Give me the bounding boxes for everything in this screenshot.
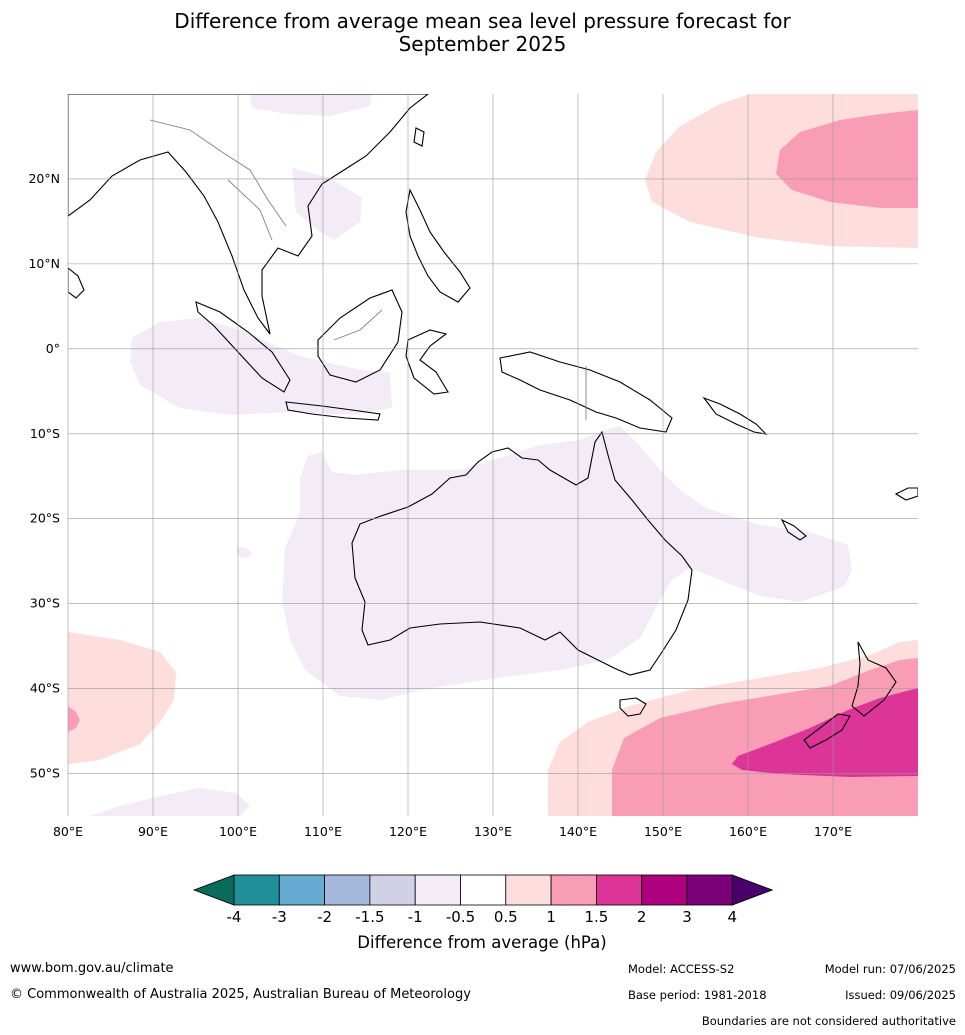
lon-tick-label: 100°E: [219, 824, 257, 839]
lat-tick-label: 50°S: [30, 766, 60, 781]
colorbar-tick-label: 2: [637, 908, 647, 926]
colorbar-tick-label: 4: [728, 908, 738, 926]
colorbar-tick-label: -4: [227, 908, 242, 926]
issued-date: Issued: 09/06/2025: [845, 988, 956, 1002]
colorbar-tick-label: 1.5: [584, 908, 608, 926]
lon-tick-label: 110°E: [304, 824, 342, 839]
lon-tick-label: 120°E: [389, 824, 427, 839]
colorbar-bin: [278, 874, 325, 906]
colorbar-bin: [324, 874, 371, 906]
boundary-borneo: [333, 309, 383, 341]
longitude-labels: 80°E 90°E 100°E 110°E 120°E 130°E 140°E 150°E 16…: [53, 824, 852, 839]
coastline-java: [285, 401, 381, 421]
lat-tick-label: 10°S: [30, 426, 60, 441]
coastline-borneo: [317, 289, 403, 383]
anomaly-region-sea-neg-small: [250, 94, 372, 116]
colorbar-bin: [369, 874, 416, 906]
colorbar-extend-low: [192, 874, 235, 906]
gridlines: [67, 94, 918, 816]
model-name: Model: ACCESS-S2: [628, 962, 735, 976]
anomaly-region-indian-ocean-east: [130, 318, 392, 415]
colorbar-tick-label: -3: [272, 908, 287, 926]
coastline-new-guinea: [499, 351, 673, 433]
colorbar-tick-label: -1: [408, 908, 423, 926]
colorbar-bin: [414, 874, 461, 906]
lat-tick-label: 10°N: [28, 256, 60, 271]
colorbar-bin: [233, 874, 280, 906]
anomaly-region-west-indian: [68, 632, 176, 764]
colorbar-bin: [550, 874, 597, 906]
copyright-text: © Commonwealth of Australia 2025, Austra…: [10, 987, 471, 1002]
coastline-australia: [351, 430, 693, 676]
colorbar-tick-label: -0.5: [446, 908, 475, 926]
coastline-new-zealand-north: [851, 641, 897, 717]
base-period: Base period: 1981-2018: [628, 988, 767, 1002]
coastline-tasmania: [619, 697, 647, 717]
colorbar-tick-label: 1: [546, 908, 556, 926]
website-link[interactable]: www.bom.gov.au/climate: [10, 961, 174, 976]
lon-tick-label: 150°E: [644, 824, 682, 839]
latitude-labels: 20°N 10°N 0° 10°S 20°S 30°S 40°S 50°S: [28, 171, 60, 781]
anomaly-region-north-pacific-core: [776, 110, 918, 208]
anomaly-region-australia: [282, 426, 852, 700]
colorbar-bin: [460, 874, 507, 906]
coastline-asia-mainland: [68, 94, 429, 335]
coastline-solomon-islands: [702, 396, 768, 435]
colorbar-bin: [505, 874, 552, 906]
coastline-sri-lanka: [68, 267, 85, 299]
coastline-sumatra: [195, 301, 291, 393]
title-line-1: Difference from average mean sea level p…: [174, 9, 791, 33]
lat-tick-label: 30°S: [30, 596, 60, 611]
coastline-philippines: [405, 188, 471, 303]
lon-tick-label: 80°E: [53, 824, 83, 839]
coastline-sulawesi: [405, 329, 449, 395]
boundaries-disclaimer: Boundaries are not considered authoritat…: [701, 1014, 956, 1028]
colorbar-extend-high: [731, 874, 774, 906]
colorbar: -4 -3 -2 -1.5 -1 -0.5 0.5 1 1.5 2 3 4: [192, 874, 774, 926]
model-run-date: Model run: 07/06/2025: [824, 962, 956, 976]
title-line-2: September 2025: [398, 32, 567, 56]
anomaly-region-speck: [236, 546, 252, 558]
lon-tick-label: 130°E: [474, 824, 512, 839]
anomaly-region-south-indian: [90, 788, 250, 816]
coastline-new-zealand-south: [803, 713, 851, 749]
boundary-indochina: [149, 119, 287, 241]
national-boundaries: [149, 119, 587, 420]
coastlines: [68, 94, 918, 749]
lon-tick-label: 170°E: [814, 824, 852, 839]
chart-title: Difference from average mean sea level p…: [0, 10, 965, 56]
lon-tick-label: 160°E: [729, 824, 767, 839]
colorbar-tick-label: -2: [317, 908, 332, 926]
colorbar-tick-label: -1.5: [355, 908, 384, 926]
coastline-new-caledonia: [780, 518, 807, 541]
anomaly-fields: [68, 94, 918, 816]
anomaly-region-west-indian-core: [68, 706, 80, 732]
lat-tick-label: 20°N: [28, 171, 60, 186]
lon-tick-label: 90°E: [138, 824, 168, 839]
colorbar-tick-label: 0.5: [494, 908, 518, 926]
coastline-fiji: [894, 487, 918, 501]
lat-tick-label: 20°S: [30, 511, 60, 526]
colorbar-bin: [596, 874, 643, 906]
lon-tick-label: 140°E: [559, 824, 597, 839]
colorbar-tick-label: 3: [682, 908, 692, 926]
anomaly-region-south-china-sea: [292, 168, 362, 240]
lat-tick-label: 40°S: [30, 681, 60, 696]
colorbar-bin: [686, 874, 733, 906]
colorbar-bin: [641, 874, 688, 906]
lat-tick-label: 0°: [46, 341, 60, 356]
coastline-taiwan: [413, 127, 425, 147]
colorbar-label: Difference from average (hPa): [357, 933, 606, 952]
